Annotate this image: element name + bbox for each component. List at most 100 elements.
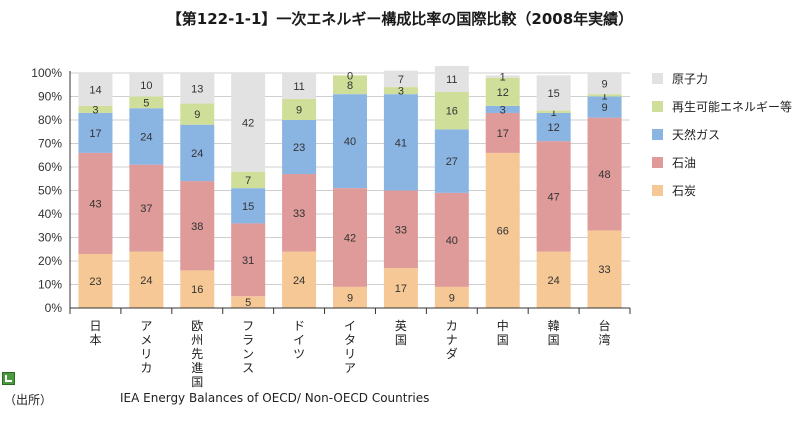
data-label: 41 [395, 137, 407, 149]
x-category-label-char: イ [293, 333, 305, 347]
x-category-label-char: 湾 [599, 332, 611, 347]
bar-segment [180, 124, 215, 182]
y-tick-label: 50% [38, 184, 62, 198]
bar-segment [383, 70, 418, 88]
data-label: 7 [245, 175, 251, 187]
bar-segment [333, 75, 367, 95]
data-label: 1 [601, 90, 607, 102]
data-label: 9 [601, 79, 607, 91]
data-label: 33 [293, 208, 305, 220]
x-category-label-char: ア [344, 361, 356, 375]
data-label: 24 [191, 148, 203, 160]
data-label: 5 [143, 97, 149, 109]
bar-segment [231, 296, 266, 308]
bar-segment [282, 120, 317, 175]
bar-segment [536, 110, 571, 113]
x-category-label-char: 先 [191, 347, 203, 361]
x-category-label-char: 日 [89, 319, 101, 333]
bar-segment [231, 171, 266, 189]
bar-segment [536, 251, 571, 308]
bar-segment [282, 174, 317, 252]
x-category-label-char: メ [140, 333, 152, 347]
x-category-label-char: 国 [548, 333, 560, 347]
bar-segment [282, 251, 317, 308]
data-label: 33 [598, 264, 610, 276]
y-tick-label: 80% [38, 113, 62, 127]
bar-segment [536, 75, 571, 111]
bar-segment [78, 105, 113, 113]
legend-swatch [652, 73, 663, 84]
bar-segment [587, 94, 622, 97]
data-label: 23 [89, 276, 101, 288]
bar-segment [129, 251, 164, 308]
data-label: 0 [347, 70, 353, 82]
bar-segment [78, 112, 113, 153]
data-label: 17 [497, 128, 509, 140]
legend-label: 原子力 [672, 72, 708, 86]
x-category-label-char: 州 [191, 333, 203, 347]
data-label: 12 [548, 122, 560, 134]
data-label: 3 [500, 104, 506, 116]
bar-segment [129, 164, 164, 252]
x-category-label-char: 本 [89, 333, 101, 347]
y-tick-label: 100% [31, 66, 62, 80]
data-label: 47 [548, 191, 560, 203]
data-label: 17 [89, 128, 101, 140]
bar-segment [231, 73, 266, 172]
x-category-label-char: カ [446, 319, 458, 333]
data-label: 33 [395, 224, 407, 236]
data-label: 9 [194, 109, 200, 121]
chart-title: 【第122-1-1】一次エネルギー構成比率の国際比較（2008年実績） [166, 10, 634, 28]
bar-segment [536, 141, 571, 252]
data-label: 31 [242, 255, 254, 267]
bar-segment [129, 73, 164, 97]
data-label: 16 [191, 284, 203, 296]
data-label: 9 [449, 292, 455, 304]
data-label: 43 [89, 198, 101, 210]
data-label: 27 [446, 156, 458, 168]
bar-segment [485, 112, 520, 153]
data-label: 66 [497, 225, 509, 237]
bar-segment [434, 65, 469, 92]
y-tick-label: 20% [38, 254, 62, 268]
bar-segment [383, 87, 418, 95]
legend-label: 天然ガス [672, 127, 720, 142]
bar-segment [485, 77, 520, 106]
legend-swatch [652, 185, 663, 196]
x-category-label-char: 国 [395, 333, 407, 347]
data-label: 8 [347, 80, 353, 92]
data-label: 9 [347, 292, 353, 304]
bar-segment [383, 94, 418, 191]
bar-segment [587, 73, 622, 95]
y-tick-label: 0% [45, 301, 63, 315]
bar-segment [485, 75, 520, 78]
bar-segment [282, 98, 317, 120]
x-category-label-char: ン [242, 347, 254, 361]
x-category-label-char: 台 [599, 318, 611, 333]
x-category-label-char: ア [140, 319, 152, 333]
green-marker-icon [2, 372, 15, 385]
bar-segment [78, 253, 113, 308]
data-label: 38 [191, 221, 203, 233]
data-label: 48 [598, 169, 610, 181]
legend-swatch [652, 101, 663, 112]
bar-segment [180, 73, 215, 104]
data-label: 10 [140, 80, 152, 92]
source-text: IEA Energy Balances of OECD/ Non-OECD Co… [120, 391, 430, 405]
x-category-label-char: イ [344, 319, 356, 333]
bar-segment [587, 117, 622, 231]
data-label: 42 [242, 117, 254, 129]
bar-segment [180, 103, 215, 125]
bar-segment [129, 108, 164, 165]
bar-segment [78, 152, 113, 254]
data-label: 11 [293, 81, 304, 93]
bar-segment [333, 188, 367, 287]
data-label: 24 [140, 275, 152, 287]
bar-segment [587, 230, 622, 308]
data-label: 9 [296, 104, 302, 116]
data-label: 3 [92, 104, 98, 116]
x-category-label-char: リ [140, 347, 152, 361]
bar-segment [231, 188, 266, 224]
source-label: （出所） [4, 393, 53, 407]
x-category-label-char: リ [344, 347, 356, 361]
